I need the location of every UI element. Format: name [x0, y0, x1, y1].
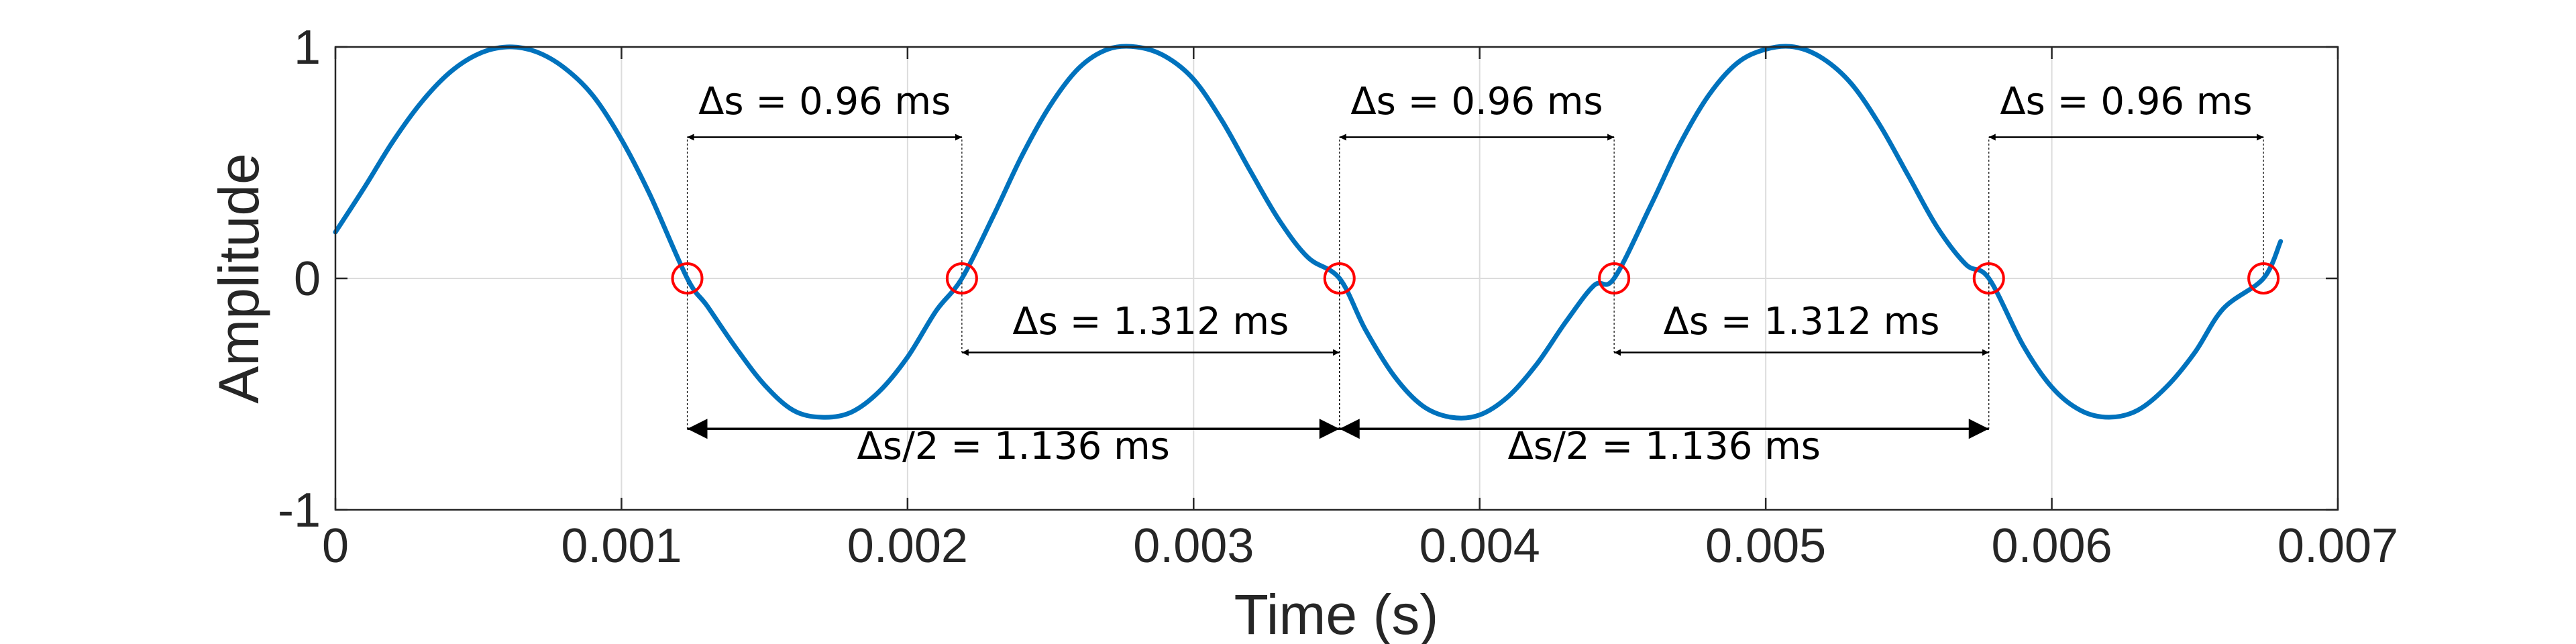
x-tick-label: 0.002: [847, 519, 968, 573]
y-axis-title: Amplitude: [207, 153, 270, 404]
zero-crossing-marker: [671, 262, 704, 294]
x-tick-label: 0.001: [561, 519, 682, 573]
y-tick-label: 1: [294, 21, 321, 74]
zero-crossing-marker: [1972, 262, 2005, 294]
zero-crossing-marker: [2247, 262, 2280, 294]
zero-crossing-marker: [1323, 262, 1356, 294]
annotation-label: Δs = 0.96 ms: [698, 80, 951, 123]
x-tick-label: 0.004: [1419, 519, 1540, 573]
ticks: 0 0.001 0.002 0.003 0.004 0.005 0.006 0.007-101: [278, 21, 2398, 573]
x-tick-label: 0.007: [2277, 519, 2398, 573]
zero-crossing-markers: [671, 262, 2280, 294]
y-tick-label: -1: [278, 484, 321, 537]
annotation-label: Δs/2 = 1.136 ms: [857, 425, 1169, 468]
annotation-label: Δs = 1.312 ms: [1012, 300, 1289, 343]
x-tick-label: 0.003: [1133, 519, 1254, 573]
zero-crossing-marker: [945, 262, 978, 294]
y-tick-label: 0: [294, 252, 321, 306]
annotations: Δs = 0.96 ms Δs = 0.96 ms Δs = 0.96 ms Δs =…: [686, 80, 2264, 468]
annotation-label: Δs = 0.96 ms: [2000, 80, 2252, 123]
x-axis-title: Time (s): [1234, 583, 1439, 644]
zero-crossing-marker: [1598, 262, 1631, 294]
x-tick-label: 0: [322, 519, 349, 573]
annotation-label: Δs = 1.312 ms: [1664, 300, 1940, 343]
annotation-label: Δs = 0.96 ms: [1350, 80, 1603, 123]
signal-line: [333, 44, 2284, 421]
x-tick-label: 0.006: [1991, 519, 2112, 573]
x-tick-label: 0.005: [1705, 519, 1826, 573]
annotation-label: Δs/2 = 1.136 ms: [1508, 425, 1821, 468]
series: [333, 44, 2284, 421]
